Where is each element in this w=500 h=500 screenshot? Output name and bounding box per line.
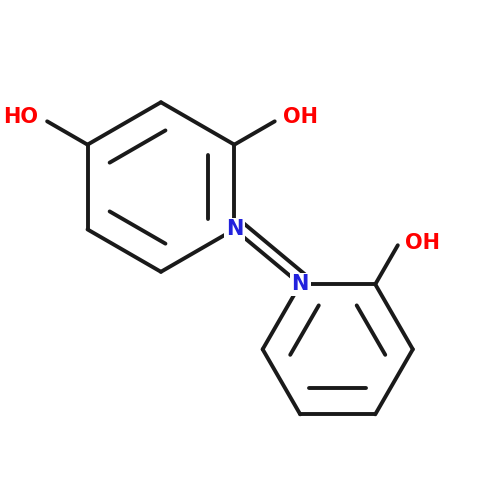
Text: N: N: [292, 274, 309, 294]
Text: OH: OH: [405, 233, 440, 253]
Text: OH: OH: [284, 108, 318, 128]
Text: HO: HO: [4, 108, 38, 128]
Text: N: N: [226, 220, 243, 240]
